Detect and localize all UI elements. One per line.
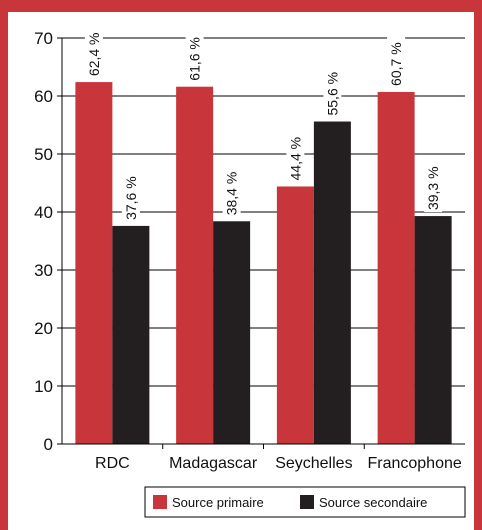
x-axis-categories: RDC Madagascar Seychelles Francophone [95,444,462,472]
data-label: 62,4 % [86,32,102,76]
bar-secondary [313,121,351,445]
data-label: 60,7 % [388,42,404,86]
data-label-background [222,165,241,218]
bar-primary [276,186,314,445]
legend-swatch [300,495,314,509]
data-label-background [185,30,204,83]
y-tick-label: 0 [44,435,53,454]
y-tick-label: 40 [34,203,53,222]
data-label: 39,3 % [425,166,441,210]
data-label-background [121,169,140,222]
legend-label: Source primaire [172,495,264,510]
bar-primary [176,86,214,444]
bar-primary [75,82,113,444]
y-tick-label: 30 [34,261,53,280]
y-tick-label: 70 [34,29,53,48]
bar-secondary [112,225,150,444]
category-label: Madagascar [169,455,258,472]
data-label-background [424,160,443,213]
legend-swatch [153,495,167,509]
data-label: 61,6 % [187,37,203,81]
data-label-background [323,65,342,118]
y-tick-label: 10 [34,377,53,396]
bar-primary [377,91,415,444]
y-tick-label: 60 [34,87,53,106]
y-axis-ticks: 0 10 20 30 40 50 60 70 [34,29,62,454]
category-label: Francophone [367,455,461,472]
data-label-background [286,130,305,183]
legend: Source primaire Source secondaire [144,486,466,518]
bar-secondary [213,221,251,444]
category-label: Seychelles [275,455,352,472]
data-labels: 62,4 % 37,6 % 61,6 % 38,4 % 44,4 % 55,6 % 60,7… [84,26,443,222]
bars [75,82,452,445]
legend-label: Source secondaire [319,495,427,510]
y-tick-label: 20 [34,319,53,338]
data-label-background [84,26,103,79]
y-tick-label: 50 [34,145,53,164]
data-label: 55,6 % [324,72,340,116]
axes [61,38,465,445]
bar-secondary [414,216,452,444]
data-label: 37,6 % [123,176,139,220]
data-label: 44,4 % [287,137,303,181]
data-label: 38,4 % [224,172,240,216]
data-label-background [387,35,406,88]
category-label: RDC [95,455,130,472]
